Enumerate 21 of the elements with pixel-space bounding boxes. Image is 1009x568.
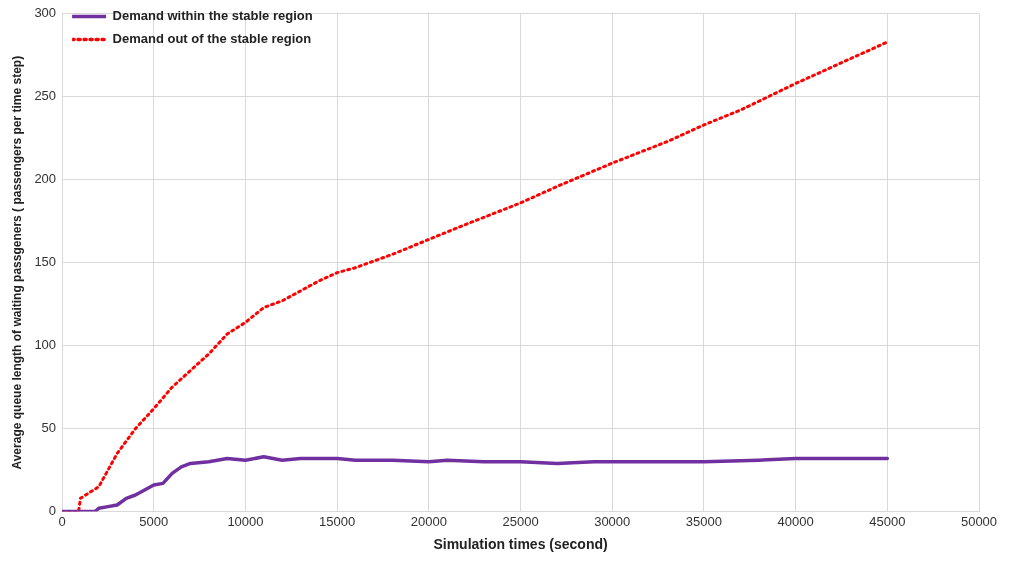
x-tick-label: 50000 [960,513,998,529]
legend-label: Demand out of the stable region [112,31,312,47]
y-tick-label: 300 [34,5,57,21]
x-tick-label: 30000 [594,513,631,529]
y-tick-label: 100 [34,337,57,353]
y-tick-label: 0 [48,503,57,519]
x-tick-label: 40000 [777,513,814,529]
x-tick-label: 15000 [319,513,356,529]
y-tick-label: 150 [34,254,57,270]
x-tick-label: 20000 [410,513,447,529]
x-axis-title: Simulation times (second) [433,536,608,553]
legend-label: Demand within the stable region [112,8,313,24]
y-axis-title: Average queue length of waiting passgeners ( passengers per time step) [9,55,24,470]
y-tick-label: 250 [34,88,57,104]
x-tick-label: 45000 [869,513,906,529]
x-tick-label: 25000 [502,513,539,529]
y-tick-label: 200 [34,171,57,187]
x-tick-label: 10000 [227,513,264,529]
y-tick-label: 50 [41,420,57,436]
x-tick-label: 35000 [685,513,723,529]
x-tick-label: 5000 [139,513,169,529]
